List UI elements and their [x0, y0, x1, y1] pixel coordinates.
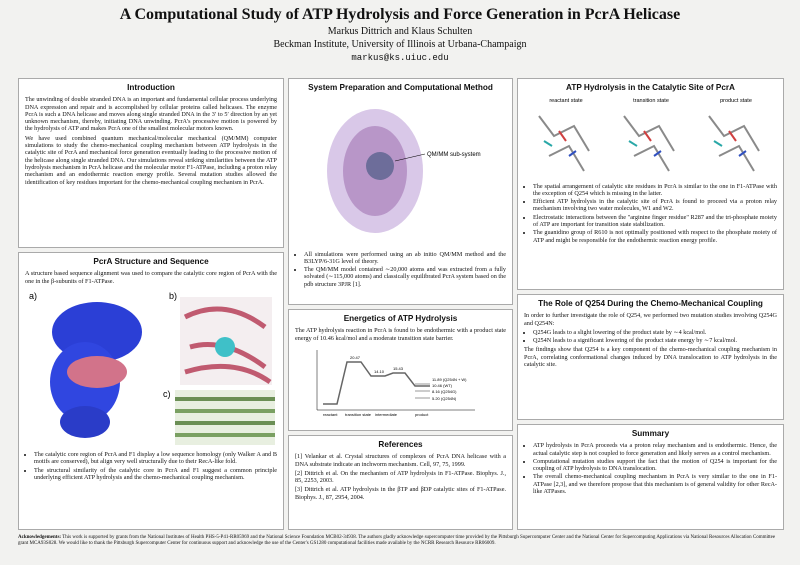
heading: References: [378, 440, 423, 449]
heading: Introduction: [127, 83, 175, 92]
catalytic: ATP Hydrolysis in the Catalytic Site of …: [517, 78, 784, 290]
level-label: 15.43: [393, 366, 404, 371]
heading: Energetics of ATP Hydrolysis: [343, 314, 458, 323]
state-label: transition state: [633, 98, 669, 104]
panel-label: a): [29, 291, 37, 301]
system-figure: QM/MM sub-system: [327, 109, 481, 234]
reference: [2] Dittrich et al. On the mechanism of …: [295, 469, 506, 485]
panel-label: c): [163, 389, 171, 399]
system: System Preparation and Computational Met…: [288, 78, 513, 305]
level-label: 14.10: [374, 369, 385, 374]
sites: [538, 115, 760, 172]
bullet: The catalytic core region of PcrA and F1…: [34, 451, 277, 466]
q254: The Role of Q254 During the Chemo-Mechan…: [517, 294, 784, 420]
paragraph: The findings show that Q254 is a key com…: [524, 346, 777, 369]
protein: [60, 405, 110, 438]
heading: The Role of Q254 During the Chemo-Mechan…: [538, 299, 763, 308]
bullet: ATP hydrolysis in PcrA proceeds via a pr…: [533, 442, 777, 457]
bullet: All simulations were performed using an …: [304, 251, 506, 266]
references: References [1] Velankar et al. Crystal s…: [288, 435, 513, 530]
structure: PcrA Structure and Sequence A structure …: [18, 252, 284, 530]
state-label: reactant: [323, 412, 338, 417]
title: A Computational Study of ATP Hydrolysis …: [119, 6, 681, 23]
level-label: 5.20 (Q254N): [432, 396, 457, 401]
bullet: Electrostatic interactions between the "…: [533, 214, 777, 229]
acknowledgements: Acknowledgements: This work is supported…: [18, 535, 784, 547]
heading: ATP Hydrolysis in the Catalytic Site of …: [566, 83, 735, 92]
state-label: transition state: [345, 412, 372, 417]
state-label: reactant state: [549, 98, 582, 104]
panel-label: b): [169, 291, 177, 301]
core: [67, 355, 127, 388]
paragraph: A structure based sequence alignment was…: [25, 270, 277, 285]
profile: [323, 361, 430, 405]
ack-label: Acknowledgements:: [18, 535, 62, 540]
bullet: The structural similarity of the catalyt…: [34, 467, 277, 482]
paragraph: The unwinding of double stranded DNA is …: [25, 96, 277, 133]
reference: [1] Velankar et al. Crystal structures o…: [295, 453, 506, 468]
level-label: 20.47: [350, 355, 361, 360]
bullet: Efficient ATP hydrolysis in the catalyti…: [533, 198, 777, 213]
catalytic-figure: reactant state transition state product …: [538, 98, 760, 172]
introduction: Introduction The unwinding of double str…: [18, 78, 284, 248]
heading: Summary: [631, 429, 670, 438]
bullet: Q254N leads to a significant lowering of…: [533, 337, 777, 344]
reference: [3] Dittrich et al. ATP hydrolysis in th…: [295, 486, 506, 501]
energy-diagram: 20.47 14.10 15.43 11.89 (Q254N + W) 10.4…: [316, 349, 475, 417]
bullet: The overall chemo-mechanical coupling me…: [533, 473, 777, 495]
structure-figure: a) b) c): [29, 291, 275, 445]
state-label: product: [415, 412, 429, 417]
paragraph: We have used combined quantum mechanical…: [25, 134, 277, 186]
level-label: 8.16 (Q254G): [432, 389, 457, 394]
state-label: intermediate: [375, 412, 398, 417]
ack-text: This work is supported by grants from th…: [18, 535, 776, 546]
bullet: The spatial arrangement of catalytic sit…: [533, 183, 777, 198]
bullet: The QM/MM model contained ∼20,000 atoms …: [304, 266, 506, 288]
alignment-row: [175, 408, 275, 413]
heading: System Preparation and Computational Met…: [308, 83, 493, 92]
bullet: The guanidino group of R610 is not optim…: [533, 229, 777, 244]
state-label: product state: [720, 98, 752, 104]
atp: [215, 336, 235, 357]
pointer: [394, 154, 426, 162]
alignment-row: [175, 432, 275, 437]
email: markus@ks.uiuc.edu: [351, 53, 449, 63]
level-label: 11.89 (Q254N + W): [432, 377, 467, 382]
paragraph: In order to further investigate the role…: [524, 312, 777, 327]
authors: Markus Dittrich and Klaus Schulten: [327, 26, 473, 37]
alignment-row: [175, 420, 275, 425]
heading: PcrA Structure and Sequence: [93, 257, 209, 266]
mutant-levels: [415, 383, 430, 399]
affiliation: Beckman Institute, University of Illinoi…: [273, 39, 527, 50]
level-label: 10.46 (WT): [432, 383, 453, 388]
paragraph: The ATP hydrolysis reaction in PcrA is f…: [295, 327, 506, 342]
qm-region: [366, 152, 394, 181]
bullet: Q254G leads to a slight lowering of the …: [533, 329, 777, 336]
alignment-row: [175, 396, 275, 401]
energetics: Energetics of ATP Hydrolysis The ATP hyd…: [288, 309, 513, 431]
figure-label: QM/MM sub-system: [427, 152, 481, 158]
bullet: Computational mutation studies support t…: [533, 458, 777, 473]
summary: Summary ATP hydrolysis in PcrA proceeds …: [517, 424, 784, 530]
